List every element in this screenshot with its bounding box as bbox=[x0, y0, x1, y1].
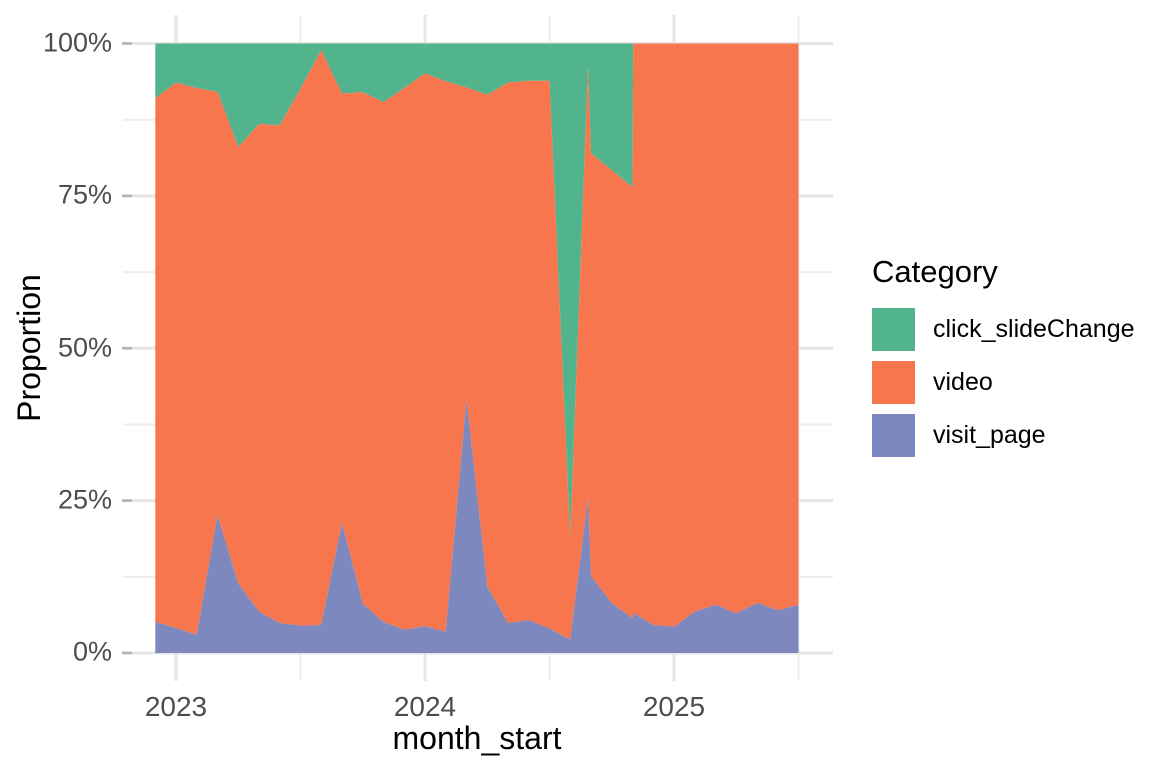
area-click_slideChange bbox=[155, 43, 799, 539]
axis-ticks bbox=[122, 42, 132, 655]
legend-swatch-video bbox=[872, 361, 915, 404]
legend-label: visit_page bbox=[933, 421, 1046, 449]
y-tick-50: 50% bbox=[57, 331, 112, 362]
x-tick-2025: 2025 bbox=[642, 691, 706, 722]
x-axis-title: month_start bbox=[392, 720, 562, 756]
x-tick-2023: 2023 bbox=[144, 691, 208, 722]
legend-label: click_slideChange bbox=[933, 315, 1135, 343]
x-tick-2024: 2024 bbox=[393, 691, 457, 722]
legend-item-click-slidechange: click_slideChange bbox=[872, 308, 1135, 351]
legend-label: video bbox=[933, 368, 993, 396]
y-tick-25: 25% bbox=[57, 483, 112, 514]
legend-item-video: video bbox=[872, 361, 1135, 404]
legend-item-visit-page: visit_page bbox=[872, 414, 1135, 457]
area-visit_page bbox=[155, 399, 799, 653]
legend-title: Category bbox=[872, 254, 998, 289]
y-tick-0: 0% bbox=[72, 636, 112, 667]
y-tick-75: 75% bbox=[57, 179, 112, 210]
legend-swatch-click-slidechange bbox=[872, 308, 915, 351]
area-series bbox=[155, 43, 799, 653]
legend-swatch-visit-page bbox=[872, 414, 915, 457]
legend: Category click_slideChange video visit_p… bbox=[872, 256, 1135, 467]
y-axis-title: Proportion bbox=[11, 274, 47, 422]
y-tick-100: 100% bbox=[42, 26, 112, 57]
area-video bbox=[155, 43, 799, 640]
